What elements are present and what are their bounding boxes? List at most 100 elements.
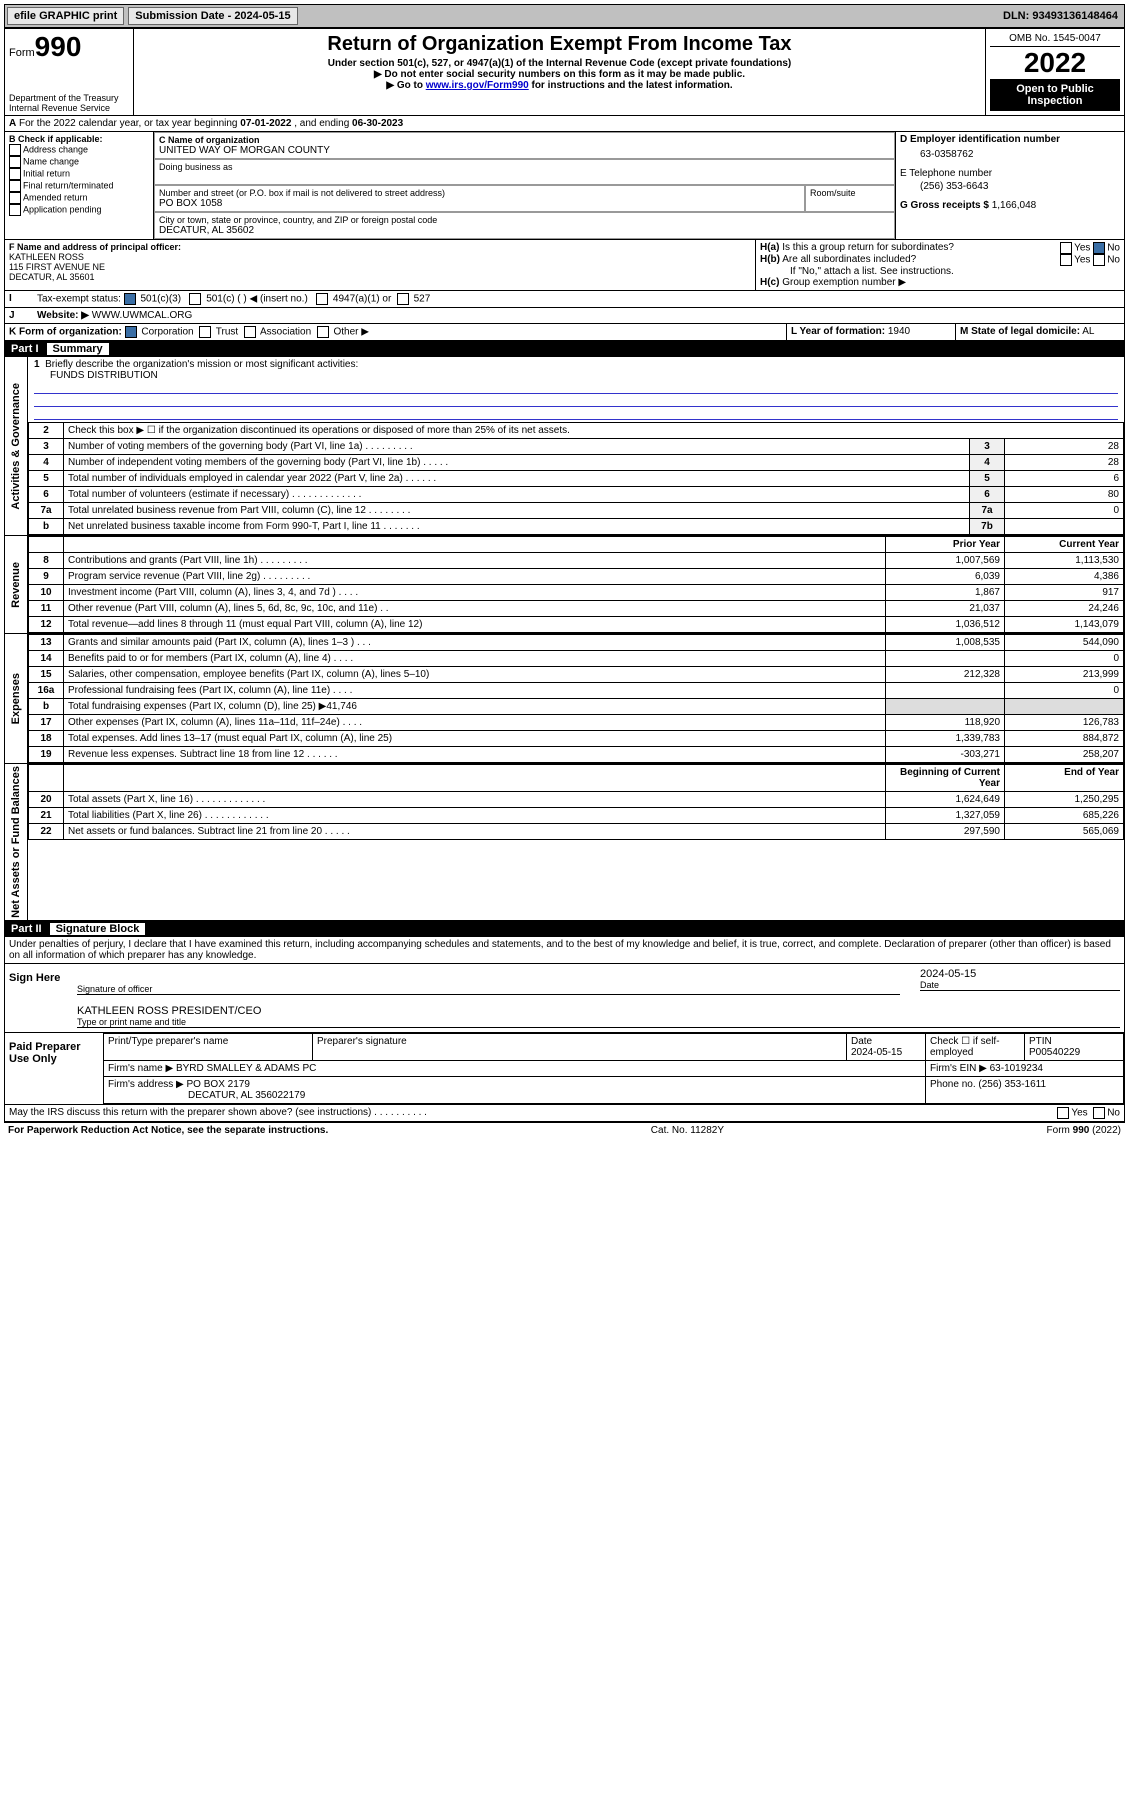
dba-label: Doing business as <box>159 162 890 172</box>
line-a-mid: , and ending <box>294 118 352 129</box>
c20: 1,250,295 <box>1005 792 1124 808</box>
tax-year: 2022 <box>990 47 1120 79</box>
c18: 884,872 <box>1005 731 1124 747</box>
hd-beg: Beginning of Current Year <box>886 765 1005 792</box>
r9: Program service revenue (Part VIII, line… <box>64 569 886 585</box>
g-label: G Gross receipts $ <box>900 200 989 211</box>
paid-preparer-label: Paid Preparer Use Only <box>5 1033 103 1104</box>
k-assoc: Association <box>260 327 311 338</box>
r16a: Professional fundraising fees (Part IX, … <box>64 683 886 699</box>
efile-print-button[interactable]: efile GRAPHIC print <box>7 7 124 25</box>
p8: 1,007,569 <box>886 553 1005 569</box>
q4-text: Number of independent voting members of … <box>64 455 970 471</box>
q1-label: Briefly describe the organization's miss… <box>45 359 358 370</box>
sign-here-label: Sign Here <box>5 964 73 1032</box>
perjury-declaration: Under penalties of perjury, I declare th… <box>5 937 1124 963</box>
j-label: Website: ▶ <box>37 310 89 321</box>
c22: 565,069 <box>1005 824 1124 840</box>
p11: 21,037 <box>886 601 1005 617</box>
p21: 1,327,059 <box>886 808 1005 824</box>
q7b-text: Net unrelated business taxable income fr… <box>64 519 970 535</box>
i-label: Tax-exempt status: <box>37 294 121 305</box>
page-footer: For Paperwork Reduction Act Notice, see … <box>4 1122 1125 1138</box>
r17: Other expenses (Part IX, column (A), lin… <box>64 715 886 731</box>
irs-link[interactable]: www.irs.gov/Form990 <box>426 80 529 91</box>
p15: 212,328 <box>886 667 1005 683</box>
cb-address-change: Address change <box>23 144 88 154</box>
cb-amended-return: Amended return <box>23 192 88 202</box>
c-name-label: C Name of organization <box>159 135 890 145</box>
form-word: Form <box>9 47 35 59</box>
form-header: Form990 Department of the Treasury Inter… <box>5 29 1124 116</box>
r12: Total revenue—add lines 8 through 11 (mu… <box>64 617 886 633</box>
c16a: 0 <box>1005 683 1124 699</box>
col-date-lbl: Date <box>851 1036 872 1047</box>
p13: 1,008,535 <box>886 635 1005 651</box>
part-i-title: Summary <box>47 343 109 355</box>
form-subtitle: Under section 501(c), 527, or 4947(a)(1)… <box>138 58 981 69</box>
open-public-badge: Open to Public Inspection <box>990 79 1120 111</box>
firm-ein-lbl: Firm's EIN ▶ <box>930 1063 987 1074</box>
cat-no: Cat. No. 11282Y <box>651 1125 724 1136</box>
part-ii-header: Part II Signature Block <box>5 921 1124 937</box>
form-number: 990 <box>35 31 82 62</box>
discuss-yes: Yes <box>1071 1107 1087 1118</box>
c19: 258,207 <box>1005 747 1124 763</box>
m-value: AL <box>1082 326 1094 337</box>
form-title: Return of Organization Exempt From Incom… <box>138 33 981 56</box>
firm-addr2: DECATUR, AL 356022179 <box>108 1090 305 1101</box>
phone-value: (256) 353-6643 <box>900 179 1120 200</box>
c15: 213,999 <box>1005 667 1124 683</box>
c11: 24,246 <box>1005 601 1124 617</box>
p19: -303,271 <box>886 747 1005 763</box>
firm-name: BYRD SMALLEY & ADAMS PC <box>176 1063 316 1074</box>
c21: 685,226 <box>1005 808 1124 824</box>
side-revenue: Revenue <box>8 560 24 610</box>
b-label: B Check if applicable: <box>9 134 149 144</box>
r18: Total expenses. Add lines 13–17 (must eq… <box>64 731 886 747</box>
p18: 1,339,783 <box>886 731 1005 747</box>
l-value: 1940 <box>888 326 910 337</box>
irs-label: Internal Revenue Service <box>9 103 129 113</box>
r14: Benefits paid to or for members (Part IX… <box>64 651 886 667</box>
paid-preparer-block: Paid Preparer Use Only Print/Type prepar… <box>5 1032 1124 1105</box>
section-fh: F Name and address of principal officer:… <box>5 240 1124 291</box>
k-other: Other ▶ <box>333 327 368 338</box>
officer-street: 115 FIRST AVENUE NE <box>9 262 751 272</box>
dept-treasury: Department of the Treasury <box>9 93 129 103</box>
p16a <box>886 683 1005 699</box>
col-ptin-lbl: PTIN <box>1029 1036 1052 1047</box>
i-527: 527 <box>414 294 431 305</box>
submission-date-button[interactable]: Submission Date - 2024-05-15 <box>128 7 297 25</box>
c8: 1,113,530 <box>1005 553 1124 569</box>
p22: 297,590 <box>886 824 1005 840</box>
q1-value: FUNDS DISTRIBUTION <box>34 370 158 381</box>
officer-name-title: KATHLEEN ROSS PRESIDENT/CEO <box>77 1005 1120 1017</box>
q6-text: Total number of volunteers (estimate if … <box>64 487 970 503</box>
r20: Total assets (Part X, line 16) . . . . .… <box>64 792 886 808</box>
i-501c3: 501(c)(3) <box>140 294 181 305</box>
firm-phone: (256) 353-1611 <box>978 1079 1046 1090</box>
sign-here-block: Sign Here Signature of officer 2024-05-1… <box>5 963 1124 1032</box>
r21: Total liabilities (Part X, line 26) . . … <box>64 808 886 824</box>
d-label: D Employer identification number <box>900 134 1120 145</box>
c12: 1,143,079 <box>1005 617 1124 633</box>
officer-name: KATHLEEN ROSS <box>9 252 751 262</box>
p17: 118,920 <box>886 715 1005 731</box>
officer-city: DECATUR, AL 35601 <box>9 272 751 282</box>
street-label: Number and street (or P.O. box if mail i… <box>159 188 800 198</box>
l-label: L Year of formation: <box>791 326 885 337</box>
date-label: Date <box>920 980 1120 991</box>
r10: Investment income (Part VIII, column (A)… <box>64 585 886 601</box>
q3-text: Number of voting members of the governin… <box>64 439 970 455</box>
part-i-label: Part I <box>11 343 39 355</box>
line-a-pre: For the 2022 calendar year, or tax year … <box>19 118 240 129</box>
p10: 1,867 <box>886 585 1005 601</box>
goto-post: for instructions and the latest informat… <box>529 80 733 91</box>
col-preparer-sig: Preparer's signature <box>313 1033 847 1060</box>
hb-label: Are all subordinates included? <box>782 254 916 265</box>
r22: Net assets or fund balances. Subtract li… <box>64 824 886 840</box>
hc-label: Group exemption number ▶ <box>782 277 906 288</box>
discuss-no: No <box>1107 1107 1120 1118</box>
cb-app-pending: Application pending <box>23 204 102 214</box>
